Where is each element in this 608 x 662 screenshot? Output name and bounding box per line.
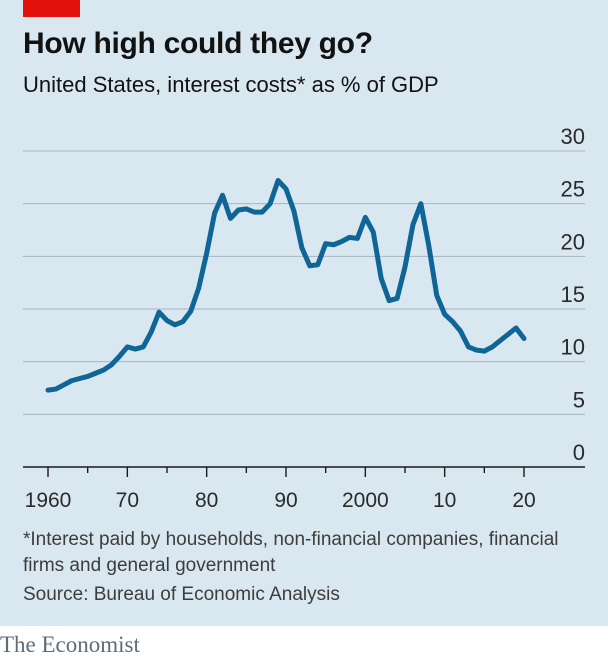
y-tick-label-15: 15 (561, 282, 585, 307)
brand-red-tag (23, 0, 80, 17)
footnote: *Interest paid by households, non-financ… (23, 529, 559, 576)
chart-subtitle: United States, interest costs* as % of G… (23, 72, 439, 97)
x-tick-label-2020: 20 (512, 489, 535, 512)
gridlines (23, 150, 585, 415)
y-tick-label-10: 10 (561, 335, 585, 360)
x-axis: 1960 70 80 90 2000 10 20 (23, 466, 585, 512)
y-tick-label-0: 0 (573, 440, 585, 465)
publisher-wordmark: The Economist (0, 632, 140, 657)
x-tick-label-1990: 90 (274, 489, 297, 512)
source-note: Source: Bureau of Economic Analysis (23, 584, 340, 605)
series-group (45, 177, 527, 393)
y-tick-label-25: 25 (561, 177, 585, 202)
y-tick-label-20: 20 (561, 229, 585, 254)
line-chart: 0 5 10 15 20 25 30 1960 70 80 90 2000 10 20 (23, 124, 585, 512)
x-tick-label-2000: 2000 (342, 489, 389, 512)
x-tick-label-1970: 70 (116, 489, 139, 512)
x-tick-label-2010: 10 (433, 489, 456, 512)
series-line-0 (45, 177, 527, 393)
chart-panel (0, 0, 608, 626)
x-tick-label-1980: 80 (195, 489, 218, 512)
x-tick-label-1960: 1960 (25, 489, 72, 512)
chart-title: How high could they go? (23, 27, 373, 60)
y-tick-label-30: 30 (561, 124, 585, 149)
y-axis-ticks: 0 5 10 15 20 25 30 (561, 124, 585, 465)
y-tick-label-5: 5 (573, 387, 585, 412)
